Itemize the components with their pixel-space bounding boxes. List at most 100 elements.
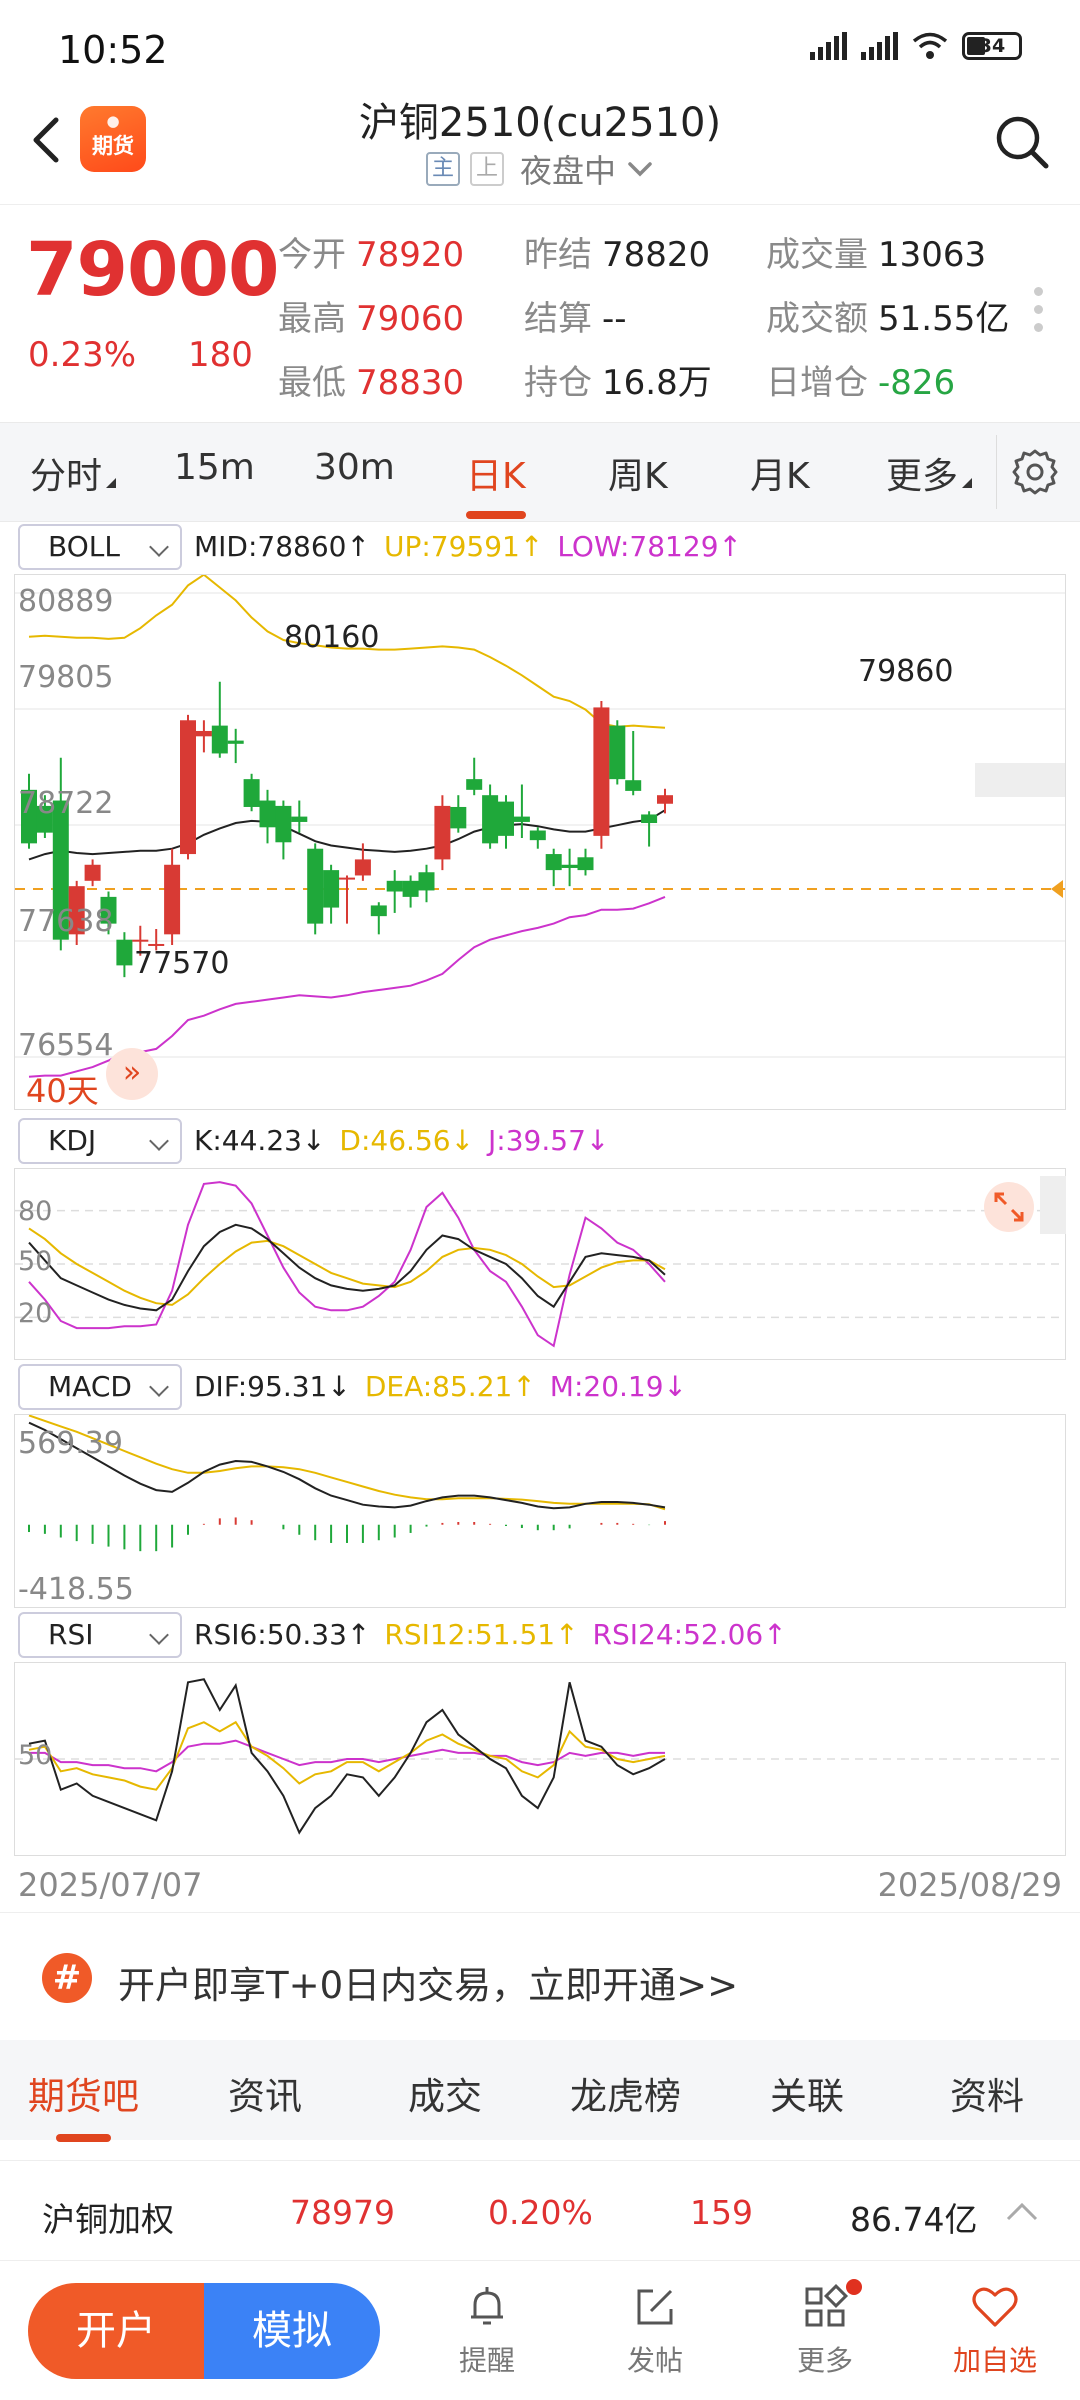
oi-value: 16.8万 <box>602 363 712 403</box>
rsi-select-label: RSI <box>48 1618 94 1651</box>
tab-more[interactable]: 更多 <box>886 447 973 499</box>
nav-remind[interactable]: 提醒 <box>432 2281 542 2379</box>
session-row[interactable]: 主 上 夜盘中 <box>0 146 1080 192</box>
chevron-up-icon[interactable] <box>1004 2201 1040 2223</box>
logo-text: 期货 <box>92 134 134 158</box>
fullscreen-icon[interactable] <box>984 1182 1034 1232</box>
price-tag <box>975 763 1065 797</box>
turnover: 成交额 51.55亿 <box>766 291 1009 340</box>
tab-profile[interactable]: 资料 <box>950 2075 1024 2118</box>
rsi-panel[interactable] <box>14 1662 1066 1856</box>
kdj-d-line <box>28 1227 666 1306</box>
tab-weekly-k[interactable]: 周K <box>608 456 668 497</box>
rsi24-value: RSI24:52.06↑ <box>592 1618 787 1651</box>
tab-divider <box>996 435 997 509</box>
candle-body <box>370 905 387 917</box>
candle-body <box>307 848 324 924</box>
recent-high-annotation: 79860 <box>858 654 954 689</box>
kdj-axis-label: 20 <box>18 1298 53 1329</box>
tab-news[interactable]: 资讯 <box>228 2075 302 2118</box>
candle-body <box>180 720 196 855</box>
promo-banner[interactable]: # 开户即享T+0日内交易，立即开通>> <box>0 1912 1080 2038</box>
back-button[interactable] <box>22 110 72 170</box>
bottom-nav: 开户 模拟 提醒 发帖 更多 加自选 <box>0 2260 1080 2400</box>
corner-triangle-icon <box>106 478 117 488</box>
candle-body <box>466 779 483 790</box>
logo-mark-icon: ● <box>106 112 120 130</box>
candle-body <box>36 805 53 833</box>
bell-icon <box>471 2287 503 2325</box>
tab-monthly-k[interactable]: 月K <box>750 456 810 497</box>
kdj-axis-label: 50 <box>18 1246 53 1277</box>
candle-body <box>482 795 499 844</box>
nav-add-favorite[interactable]: 加自选 <box>940 2281 1050 2379</box>
oi-change: 日增仓 -826 <box>766 355 955 404</box>
kdj-d-value: D:46.56↓ <box>339 1124 475 1157</box>
tab-30m[interactable]: 30m <box>314 447 395 488</box>
candle-body <box>323 870 340 908</box>
tab-15m[interactable]: 15m <box>174 447 255 488</box>
y-axis-label: 80889 <box>18 584 114 619</box>
tab-intraday[interactable]: 分时 <box>30 447 117 499</box>
gear-icon[interactable] <box>1010 447 1060 497</box>
tab-trades[interactable]: 成交 <box>408 2075 482 2118</box>
kdj-j-value: J:39.57↓ <box>488 1124 610 1157</box>
tab-related[interactable]: 关联 <box>770 2075 844 2118</box>
side-handle[interactable] <box>1040 1176 1066 1234</box>
tab-intraday-label: 分时 <box>30 456 103 497</box>
rsi24-line <box>29 1739 665 1773</box>
period-tabs: 分时 15m 30m 日K 周K 月K 更多 <box>0 422 1080 522</box>
search-icon[interactable] <box>992 112 1052 172</box>
summary-name: 沪铜加权 <box>42 2200 174 2239</box>
nav-post[interactable]: 发帖 <box>600 2281 710 2379</box>
boll-indicator-select[interactable]: BOLL <box>18 524 182 570</box>
high-value: 79060 <box>356 299 465 339</box>
candle-body <box>52 800 69 940</box>
summary-amount: 86.74亿 <box>850 2200 978 2239</box>
rsi12-line <box>28 1720 666 1791</box>
kdj-panel[interactable] <box>14 1168 1066 1360</box>
candle-body <box>418 872 435 891</box>
rsi-indicator-select[interactable]: RSI <box>18 1612 182 1658</box>
prev-label: 昨结 <box>524 235 592 275</box>
candle-body <box>577 857 594 871</box>
candle-body <box>116 939 133 966</box>
weighted-summary-row[interactable]: 沪铜加权 78979 0.20% 159 86.74亿 <box>0 2160 1080 2260</box>
kdj-k-value: K:44.23↓ <box>194 1124 326 1157</box>
app-logo: ● 期货 <box>80 106 146 172</box>
kdj-indicator-select[interactable]: KDJ <box>18 1118 182 1164</box>
candle-body <box>561 864 578 868</box>
macd-axis-label: 569.39 <box>18 1426 123 1461</box>
more-dots-icon[interactable] <box>1034 287 1044 341</box>
candle-body <box>164 864 181 935</box>
boll-low-value: LOW:78129↑ <box>557 530 742 563</box>
open-account-button[interactable]: 开户 <box>28 2283 204 2379</box>
change-percent: 0.23% <box>28 335 137 375</box>
chevron-down-icon <box>628 162 652 177</box>
kdj-values: K:44.23↓ D:46.56↓ J:39.57↓ <box>194 1124 623 1157</box>
kdj-j-line <box>28 1181 666 1348</box>
macd-indicator-select[interactable]: MACD <box>18 1364 182 1410</box>
candle-body <box>132 939 149 942</box>
tab-more-label: 更多 <box>886 456 959 497</box>
candle-body <box>68 886 85 935</box>
macd-panel[interactable] <box>14 1414 1066 1608</box>
boll-values: MID:78860↑ UP:79591↑ LOW:78129↑ <box>194 530 756 563</box>
y-axis-label: 79805 <box>18 660 114 695</box>
notification-dot <box>846 2279 862 2295</box>
rsi-axis-label: 50 <box>18 1740 53 1771</box>
nav-more[interactable]: 更多 <box>770 2281 880 2379</box>
tab-forum[interactable]: 期货吧 <box>28 2066 139 2142</box>
open-label: 今开 <box>278 235 346 275</box>
expand-range-icon[interactable]: » <box>106 1048 158 1100</box>
candle-body <box>609 725 626 780</box>
tab-leaderboard[interactable]: 龙虎榜 <box>570 2075 681 2118</box>
turnover-value: 51.55亿 <box>878 299 1010 339</box>
prev-settle: 昨结 78820 <box>524 227 710 276</box>
high-price: 最高 79060 <box>278 291 464 340</box>
edit-icon <box>637 2289 673 2325</box>
simulate-button[interactable]: 模拟 <box>204 2283 380 2379</box>
y-axis-label: 77638 <box>18 904 114 939</box>
tab-daily-k[interactable]: 日K <box>466 447 526 519</box>
low-label: 最低 <box>278 363 346 403</box>
